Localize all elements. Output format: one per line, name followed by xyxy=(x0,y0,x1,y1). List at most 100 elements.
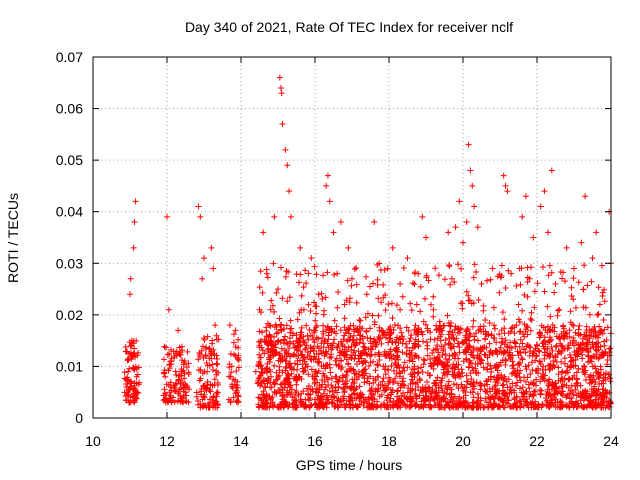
data-point xyxy=(175,327,182,334)
data-point xyxy=(503,357,510,364)
data-point xyxy=(541,352,548,359)
data-point xyxy=(230,394,237,401)
data-point xyxy=(348,365,355,372)
data-point xyxy=(556,335,563,342)
data-point xyxy=(161,367,168,374)
data-point xyxy=(314,404,321,411)
data-point xyxy=(313,271,320,278)
data-point xyxy=(331,271,338,278)
data-point xyxy=(427,356,434,363)
data-point xyxy=(343,297,350,304)
data-point xyxy=(559,368,566,375)
data-point xyxy=(507,387,514,394)
data-point xyxy=(533,352,540,359)
data-point xyxy=(587,374,594,381)
data-point xyxy=(173,348,180,355)
data-point xyxy=(533,376,540,383)
data-point xyxy=(519,340,526,347)
data-point xyxy=(321,338,328,345)
data-point xyxy=(575,344,582,351)
data-point xyxy=(602,374,609,381)
data-point xyxy=(566,375,573,382)
data-point xyxy=(260,396,267,403)
data-point xyxy=(427,403,434,410)
data-point xyxy=(315,335,322,342)
data-point xyxy=(538,387,545,394)
data-point xyxy=(257,268,264,275)
data-point xyxy=(345,244,352,251)
data-point xyxy=(605,398,612,405)
data-point xyxy=(604,352,611,359)
data-point xyxy=(125,356,132,363)
data-point xyxy=(563,244,570,251)
data-point xyxy=(300,403,307,410)
data-point xyxy=(256,374,263,381)
data-point xyxy=(211,376,218,383)
data-point xyxy=(603,337,610,344)
data-point xyxy=(456,349,463,356)
data-point xyxy=(522,326,529,333)
data-point xyxy=(394,380,401,387)
data-point xyxy=(589,255,596,262)
data-point xyxy=(302,345,309,352)
data-point xyxy=(489,265,496,272)
data-point xyxy=(423,272,430,279)
data-point xyxy=(456,395,463,402)
data-point xyxy=(516,344,523,351)
data-point xyxy=(405,385,412,392)
data-point xyxy=(561,355,568,362)
data-point xyxy=(555,364,562,371)
data-point xyxy=(295,391,302,398)
data-point xyxy=(259,329,266,336)
data-point xyxy=(493,376,500,383)
data-point xyxy=(380,281,387,288)
data-point xyxy=(412,322,419,329)
data-point xyxy=(256,351,263,358)
data-point xyxy=(569,321,576,328)
data-point xyxy=(481,404,488,411)
data-point xyxy=(331,328,338,335)
data-point xyxy=(379,378,386,385)
data-point xyxy=(332,373,339,380)
data-point xyxy=(406,357,413,364)
data-point xyxy=(528,404,535,411)
data-point xyxy=(483,399,490,406)
data-point xyxy=(201,255,207,262)
data-point xyxy=(542,395,549,402)
data-point xyxy=(559,378,566,385)
data-point xyxy=(567,308,574,315)
data-point xyxy=(572,304,579,311)
data-point xyxy=(364,310,371,317)
data-point xyxy=(588,328,595,335)
data-point xyxy=(518,355,525,362)
x-tick-label: 16 xyxy=(307,433,323,449)
data-point xyxy=(287,213,294,220)
data-point xyxy=(467,370,474,377)
data-point xyxy=(442,351,449,358)
plot-frame xyxy=(92,56,612,419)
data-point xyxy=(171,353,178,360)
data-point xyxy=(301,356,308,363)
data-point xyxy=(496,331,503,338)
data-point xyxy=(340,393,347,400)
data-point xyxy=(311,299,318,306)
data-point xyxy=(549,381,556,388)
data-point xyxy=(277,322,284,329)
data-point xyxy=(490,304,497,311)
data-point xyxy=(555,371,562,378)
data-point xyxy=(546,338,553,345)
data-point xyxy=(293,398,300,405)
data-point xyxy=(405,327,412,334)
data-point xyxy=(331,336,338,343)
data-point xyxy=(277,381,284,388)
data-point xyxy=(473,268,480,275)
data-point xyxy=(347,398,354,405)
data-point xyxy=(566,351,573,358)
data-point xyxy=(172,388,179,395)
data-point xyxy=(341,301,348,308)
data-point xyxy=(307,402,314,409)
data-point xyxy=(548,269,555,276)
data-point xyxy=(336,362,343,369)
data-point xyxy=(572,356,579,363)
data-point xyxy=(387,323,394,330)
